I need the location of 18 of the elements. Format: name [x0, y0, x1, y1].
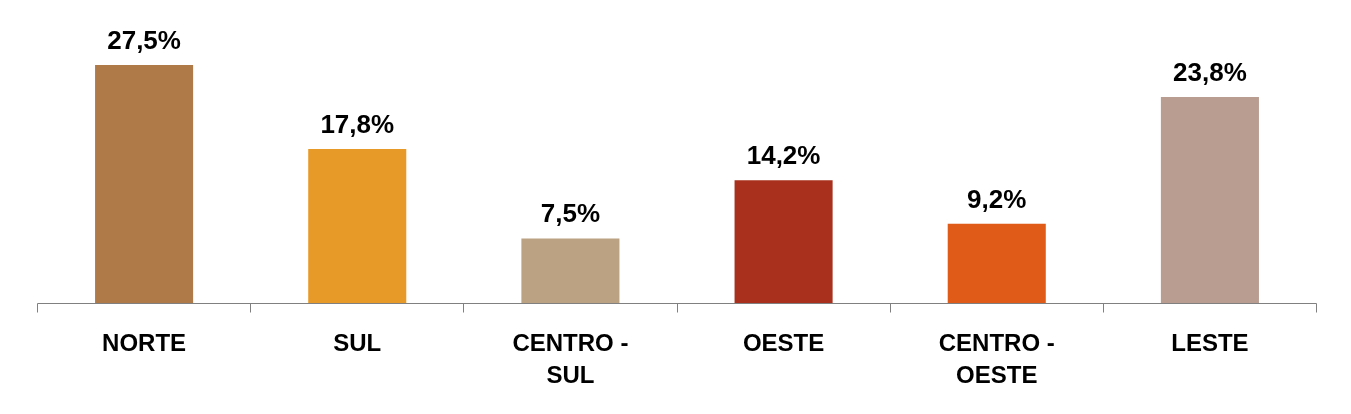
- x-tick-label: LESTE: [1171, 328, 1249, 356]
- x-tick-label: CENTRO - OESTE: [938, 328, 1055, 388]
- data-label: 27,5%: [107, 24, 181, 55]
- data-label: 9,2%: [967, 183, 1027, 214]
- data-label: 7,5%: [540, 198, 601, 229]
- x-tick-label: CENTRO - SUL: [512, 328, 629, 388]
- data-label: 23,8%: [1173, 57, 1247, 88]
- bar: [521, 238, 620, 304]
- data-label: 17,8%: [320, 109, 395, 140]
- x-tick-label: SUL: [333, 328, 382, 356]
- bar: [95, 64, 194, 304]
- bar: [947, 223, 1046, 304]
- data-label: 14,2%: [746, 140, 821, 171]
- bar: [734, 180, 833, 304]
- bar: [1160, 97, 1259, 304]
- x-tick-label: NORTE: [102, 328, 187, 356]
- bar: [308, 149, 407, 304]
- x-tick-label: OESTE: [742, 328, 825, 356]
